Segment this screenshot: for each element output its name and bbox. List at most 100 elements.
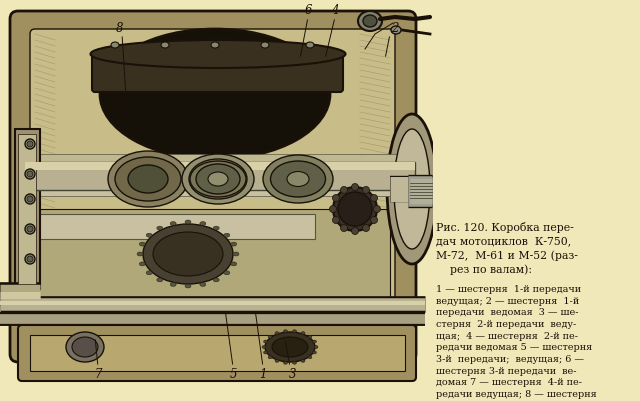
Ellipse shape — [371, 217, 378, 224]
Ellipse shape — [27, 142, 33, 148]
Ellipse shape — [90, 41, 346, 69]
Ellipse shape — [208, 172, 228, 186]
Text: 2: 2 — [391, 21, 399, 34]
Ellipse shape — [25, 170, 35, 180]
Ellipse shape — [363, 16, 377, 28]
Ellipse shape — [140, 262, 145, 266]
Ellipse shape — [391, 27, 401, 35]
Ellipse shape — [362, 187, 369, 194]
Ellipse shape — [27, 172, 33, 178]
Ellipse shape — [100, 30, 330, 160]
Ellipse shape — [268, 356, 272, 359]
Ellipse shape — [263, 156, 333, 203]
Text: 1: 1 — [259, 368, 267, 381]
Ellipse shape — [143, 225, 233, 284]
FancyBboxPatch shape — [0, 0, 432, 401]
FancyBboxPatch shape — [18, 135, 36, 284]
Ellipse shape — [330, 206, 337, 213]
Ellipse shape — [338, 192, 372, 227]
Ellipse shape — [301, 359, 305, 363]
Ellipse shape — [190, 162, 246, 198]
Ellipse shape — [312, 340, 316, 343]
Ellipse shape — [308, 335, 312, 338]
Ellipse shape — [284, 330, 287, 333]
FancyBboxPatch shape — [35, 209, 390, 309]
Ellipse shape — [196, 164, 240, 194]
Ellipse shape — [111, 43, 119, 49]
Ellipse shape — [371, 195, 378, 202]
Ellipse shape — [66, 332, 104, 362]
Ellipse shape — [308, 356, 312, 359]
Text: 4: 4 — [332, 4, 339, 16]
FancyBboxPatch shape — [28, 168, 408, 186]
Ellipse shape — [271, 162, 326, 198]
Ellipse shape — [333, 188, 377, 231]
Ellipse shape — [374, 206, 381, 213]
Ellipse shape — [314, 346, 318, 348]
Ellipse shape — [153, 233, 223, 276]
Ellipse shape — [146, 234, 152, 238]
Text: 3: 3 — [289, 368, 297, 381]
FancyBboxPatch shape — [30, 335, 405, 371]
FancyBboxPatch shape — [25, 162, 415, 190]
FancyBboxPatch shape — [433, 0, 640, 401]
Ellipse shape — [25, 225, 35, 235]
Ellipse shape — [72, 337, 98, 357]
Ellipse shape — [301, 332, 305, 335]
FancyBboxPatch shape — [10, 12, 416, 362]
Ellipse shape — [213, 278, 220, 282]
Ellipse shape — [185, 284, 191, 288]
Ellipse shape — [332, 195, 339, 202]
Ellipse shape — [284, 361, 287, 365]
Ellipse shape — [265, 332, 315, 362]
Ellipse shape — [351, 184, 358, 191]
Ellipse shape — [185, 221, 191, 225]
Ellipse shape — [292, 361, 296, 365]
Ellipse shape — [332, 217, 339, 224]
Ellipse shape — [272, 337, 308, 357]
Ellipse shape — [25, 194, 35, 205]
Ellipse shape — [230, 262, 237, 266]
Ellipse shape — [137, 252, 143, 256]
Ellipse shape — [146, 271, 152, 275]
Ellipse shape — [170, 283, 176, 287]
FancyBboxPatch shape — [15, 130, 40, 289]
Ellipse shape — [233, 252, 239, 256]
Ellipse shape — [351, 228, 358, 235]
Ellipse shape — [157, 278, 163, 282]
Text: 7: 7 — [94, 368, 102, 381]
Text: 5: 5 — [229, 368, 237, 381]
FancyBboxPatch shape — [18, 325, 416, 381]
FancyBboxPatch shape — [30, 30, 395, 344]
Ellipse shape — [292, 330, 296, 333]
Text: 6: 6 — [304, 4, 312, 16]
Ellipse shape — [340, 187, 348, 194]
Ellipse shape — [27, 196, 33, 203]
Ellipse shape — [157, 227, 163, 231]
Ellipse shape — [264, 340, 268, 343]
Ellipse shape — [230, 243, 237, 247]
Ellipse shape — [268, 335, 272, 338]
FancyBboxPatch shape — [92, 52, 343, 93]
Ellipse shape — [170, 222, 176, 226]
Ellipse shape — [189, 160, 247, 200]
Ellipse shape — [340, 225, 348, 232]
FancyBboxPatch shape — [28, 155, 408, 168]
Ellipse shape — [312, 351, 316, 354]
FancyBboxPatch shape — [25, 162, 415, 170]
Ellipse shape — [358, 12, 382, 32]
Ellipse shape — [224, 234, 230, 238]
Ellipse shape — [387, 115, 437, 264]
Ellipse shape — [128, 166, 168, 194]
Text: 8: 8 — [116, 21, 124, 34]
Ellipse shape — [108, 152, 188, 207]
Ellipse shape — [211, 43, 219, 49]
Ellipse shape — [306, 43, 314, 49]
Ellipse shape — [394, 130, 430, 249]
FancyBboxPatch shape — [35, 215, 315, 239]
Ellipse shape — [27, 256, 33, 262]
Ellipse shape — [264, 351, 268, 354]
Ellipse shape — [200, 222, 206, 226]
Ellipse shape — [161, 43, 169, 49]
Ellipse shape — [115, 158, 181, 201]
